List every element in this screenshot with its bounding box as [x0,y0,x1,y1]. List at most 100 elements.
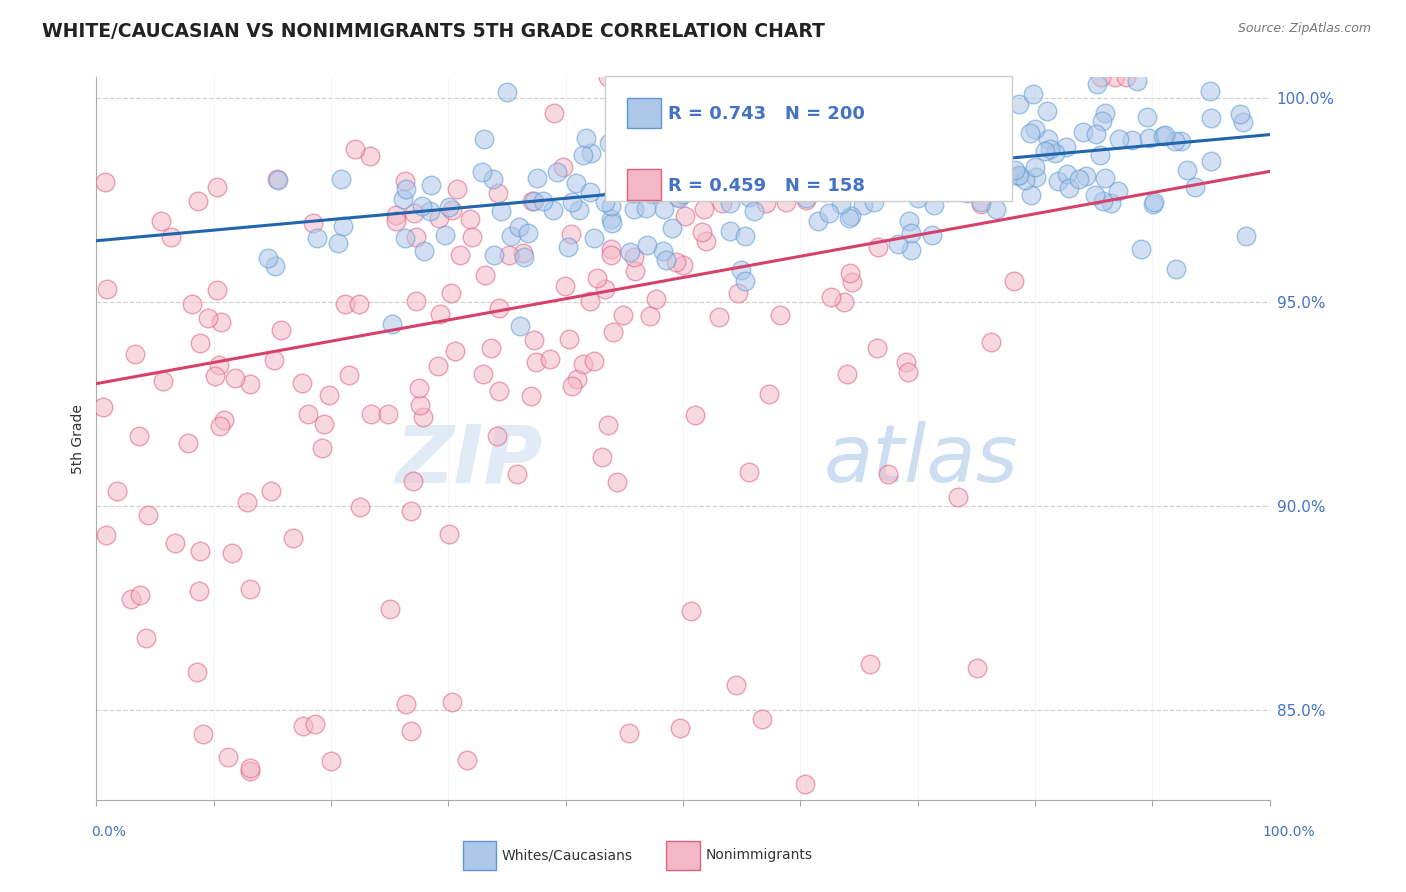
Point [486,186,509,200]
Point [948,490,970,504]
Point [359,149,381,163]
Point [832,295,855,310]
Point [600,199,623,213]
Point [484,248,506,262]
Point [520,389,543,403]
Point [984,202,1007,216]
Point [1126,74,1149,88]
Point [700,165,723,179]
Point [661,220,683,235]
Point [1099,196,1122,211]
Text: R = 0.459   N = 158: R = 0.459 N = 158 [668,177,865,194]
Point [259,484,281,499]
Point [1008,97,1031,112]
Point [668,191,690,205]
Point [787,158,810,172]
Point [446,182,468,196]
Point [870,162,893,177]
Point [1199,84,1222,98]
Point [813,185,835,199]
Point [405,294,427,309]
Point [661,173,683,187]
Point [1024,122,1046,136]
Point [297,407,319,421]
Point [990,156,1012,170]
Point [598,418,620,433]
Point [645,292,668,306]
Point [672,152,695,166]
Point [433,228,456,243]
Point [256,251,278,265]
Point [312,417,335,432]
Point [939,136,962,150]
Point [900,244,922,258]
Point [1039,143,1062,157]
Point [304,717,326,731]
Point [765,97,787,112]
Point [742,203,765,218]
Point [751,712,773,726]
Point [921,228,943,243]
Point [541,203,564,218]
Point [481,171,503,186]
Point [538,352,561,367]
Point [759,159,782,173]
Point [408,398,430,412]
Point [221,545,243,559]
Point [581,146,603,161]
Point [377,408,399,422]
Point [870,181,893,195]
Point [830,174,852,188]
Point [928,158,950,172]
Point [979,136,1001,151]
Point [1033,144,1056,158]
Point [1137,131,1160,145]
Point [186,665,208,680]
Point [623,202,645,216]
Point [546,165,568,179]
Point [427,211,450,225]
Point [520,194,543,208]
Point [1175,163,1198,178]
Point [679,604,702,618]
Point [661,151,683,165]
Point [868,127,890,141]
Point [762,70,785,85]
Point [866,341,889,355]
Point [263,353,285,368]
Point [730,161,752,176]
Point [1152,128,1174,143]
Point [399,724,422,739]
Point [831,161,853,175]
Point [866,240,889,254]
Point [652,244,675,258]
Point [922,198,945,212]
Point [307,231,329,245]
Point [332,219,354,233]
Point [758,387,780,401]
Point [623,251,645,265]
Point [135,632,157,646]
Point [619,244,641,259]
Point [877,467,900,482]
Point [636,237,658,252]
Point [835,367,858,381]
Point [343,142,366,156]
Point [1019,188,1042,202]
Point [159,229,181,244]
Point [150,214,173,228]
Point [924,161,946,176]
Point [392,192,415,206]
Point [841,275,863,289]
Point [1091,194,1114,209]
Point [384,214,406,228]
Point [1094,106,1116,120]
Point [1085,128,1108,142]
Point [508,219,530,234]
Point [835,124,858,138]
Point [187,194,209,209]
Point [440,286,463,301]
Point [630,119,652,133]
Point [571,357,593,371]
Point [208,358,231,372]
